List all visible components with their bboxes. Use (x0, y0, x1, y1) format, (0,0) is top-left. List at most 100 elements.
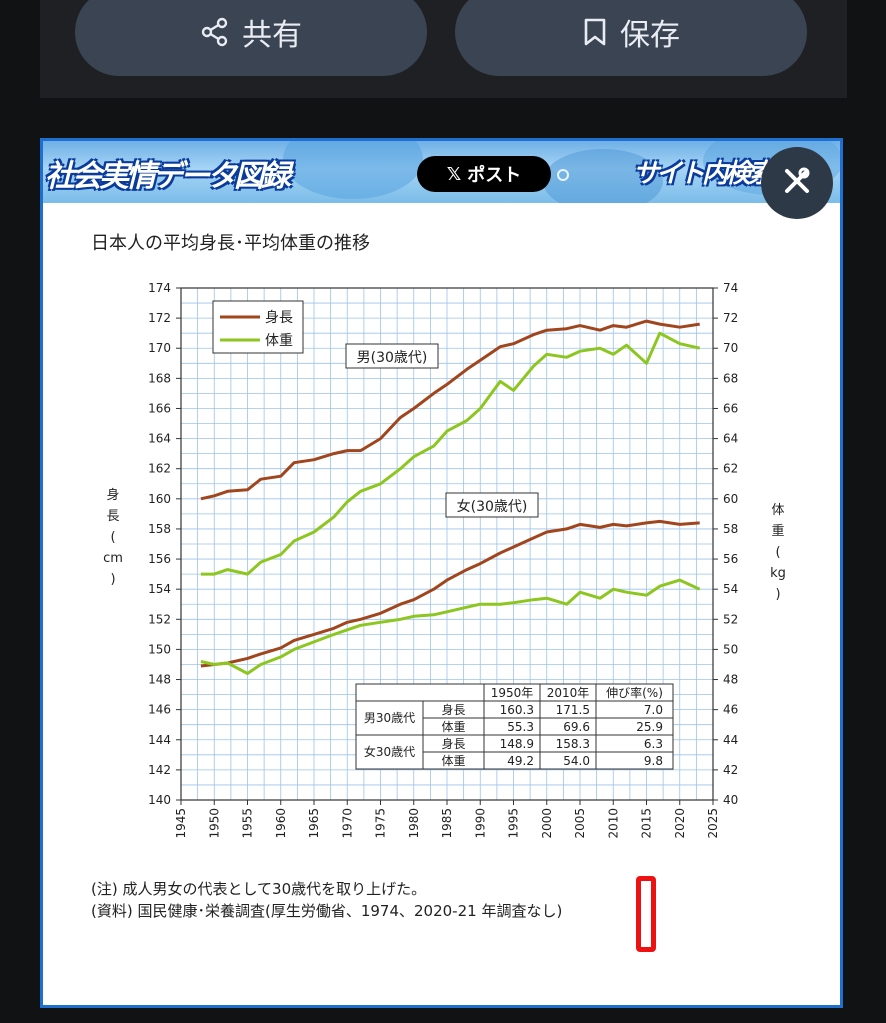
y-axis-label-left-char: ) (110, 572, 115, 587)
y-tick-label-left: 152 (148, 612, 171, 626)
y-tick-label-left: 140 (148, 793, 171, 807)
site-banner: 社会実情データ図録 𝕏 ポスト サイト内検索 (43, 141, 840, 203)
y-tick-label-right: 44 (723, 733, 738, 747)
y-tick-label-right: 54 (723, 582, 738, 596)
table-growth-rate: 9.8 (644, 754, 663, 768)
note-text: (注) 成人男女の代表として30歳代を取り上げた。 (91, 880, 427, 898)
x-tick-label: 2020 (673, 808, 687, 839)
table-growth-rate: 6.3 (644, 737, 663, 751)
x-tick-label: 1990 (473, 808, 487, 839)
series-line-weight-female (200, 578, 701, 675)
y-tick-label-left: 164 (148, 432, 171, 446)
share-button[interactable]: 共有 (75, 0, 427, 76)
data-table (355, 683, 674, 770)
y-tick-label-right: 52 (723, 612, 738, 626)
y-tick-label-right: 56 (723, 552, 738, 566)
x-tick-label: 2005 (573, 808, 587, 839)
y-tick-label-right: 62 (723, 462, 738, 476)
y-tick-label-right: 68 (723, 371, 738, 385)
y-tick-label-left: 156 (148, 552, 171, 566)
source-text: (資料) 国民健康･栄養調査(厚生労働省、1974、2020-21 年調査なし) (91, 902, 563, 920)
annotation-box-female (445, 492, 539, 518)
y-axis-label-left-char: ( (110, 530, 115, 545)
table-group-label: 女30歳代 (364, 744, 415, 759)
y-tick-label-right: 40 (723, 793, 738, 807)
table-growth-rate: 25.9 (636, 720, 663, 734)
x-tick-label: 1945 (174, 808, 188, 839)
post-label: ポスト (467, 165, 522, 186)
action-bar: 共有 保存 (40, 0, 847, 98)
tools-button[interactable] (761, 147, 833, 219)
legend-label-height: 身長 (265, 310, 293, 326)
y-axis-label-right-char: ) (775, 587, 780, 602)
table-value-1950: 49.2 (507, 754, 534, 768)
y-tick-label-left: 172 (148, 311, 171, 325)
x-tick-label: 1950 (207, 808, 221, 839)
save-label: 保存 (620, 18, 680, 53)
x-tick-label: 2010 (606, 808, 620, 839)
y-tick-label-left: 160 (148, 492, 171, 506)
table-value-1950: 55.3 (507, 720, 534, 734)
y-tick-label-left: 150 (148, 642, 171, 656)
table-header-cell: 2010年 (547, 686, 590, 700)
chart-title: 日本人の平均身長･平均体重の推移 (91, 233, 370, 254)
x-tick-label: 1995 (507, 808, 521, 839)
x-tick-label: 1955 (241, 808, 255, 839)
legend-box (212, 300, 304, 354)
site-search-link[interactable]: サイト内検索 (633, 159, 774, 189)
table-metric-label: 体重 (441, 720, 465, 734)
y-tick-label-right: 42 (723, 763, 738, 777)
y-tick-label-left: 168 (148, 371, 171, 385)
annotation-female: 女(30歳代) (457, 498, 528, 515)
table-group-label: 男30歳代 (364, 711, 415, 725)
x-tick-label: 1985 (440, 808, 454, 839)
y-tick-label-left: 158 (148, 522, 171, 536)
series-line-weight-male (200, 331, 701, 576)
y-tick-label-left: 170 (148, 341, 171, 355)
y-tick-label-left: 146 (148, 703, 171, 717)
table-value-2010: 158.3 (556, 737, 590, 751)
table-metric-label: 体重 (441, 754, 465, 768)
x-tick-label: 1965 (307, 808, 321, 839)
y-tick-label-left: 154 (148, 582, 171, 596)
y-tick-label-right: 64 (723, 432, 738, 446)
y-tick-label-right: 60 (723, 492, 738, 506)
table-value-2010: 69.6 (563, 720, 590, 734)
y-tick-label-left: 166 (148, 401, 171, 415)
x-tick-label: 1960 (274, 808, 288, 839)
table-value-1950: 160.3 (500, 703, 534, 717)
x-tick-label: 2025 (706, 808, 720, 839)
y-tick-label-right: 74 (723, 281, 738, 295)
share-icon (200, 17, 230, 47)
y-tick-label-left: 144 (148, 733, 171, 747)
table-header-cell: 伸び率(%) (606, 685, 663, 700)
y-tick-label-right: 50 (723, 642, 738, 656)
bookmark-icon (582, 17, 608, 47)
series-line-height-female (200, 519, 700, 668)
y-axis-label-right-char: 体 (771, 503, 784, 518)
x-tick-label: 1980 (407, 808, 421, 839)
x-post-button[interactable]: 𝕏 ポスト (417, 156, 551, 192)
table-growth-rate: 7.0 (644, 703, 663, 717)
annotation-male: 男(30歳代) (357, 350, 428, 366)
y-axis-label-right-char: 重 (771, 523, 784, 539)
y-tick-label-right: 66 (723, 401, 738, 415)
share-label: 共有 (242, 18, 302, 53)
annotation-box-male (345, 343, 439, 369)
table-value-1950: 148.9 (500, 737, 534, 751)
save-button[interactable]: 保存 (455, 0, 807, 76)
y-tick-label-left: 162 (148, 462, 171, 476)
x-logo-icon: 𝕏 (446, 163, 462, 185)
red-marker (636, 876, 656, 952)
site-title[interactable]: 社会実情データ図録 (45, 159, 291, 194)
tools-icon (780, 164, 814, 202)
y-tick-label-right: 48 (723, 673, 738, 687)
legend-label-weight: 体重 (265, 333, 293, 349)
y-tick-label-left: 174 (148, 281, 171, 295)
table-value-2010: 54.0 (563, 754, 590, 768)
table-header-cell: 1950年 (491, 686, 534, 700)
x-tick-label: 1975 (374, 808, 388, 839)
table-metric-label: 身長 (441, 702, 465, 717)
y-tick-label-right: 58 (723, 522, 738, 536)
chart-card: 社会実情データ図録 𝕏 ポスト サイト内検索 日本人の平均身長･平均体重の推移 … (40, 138, 843, 1008)
